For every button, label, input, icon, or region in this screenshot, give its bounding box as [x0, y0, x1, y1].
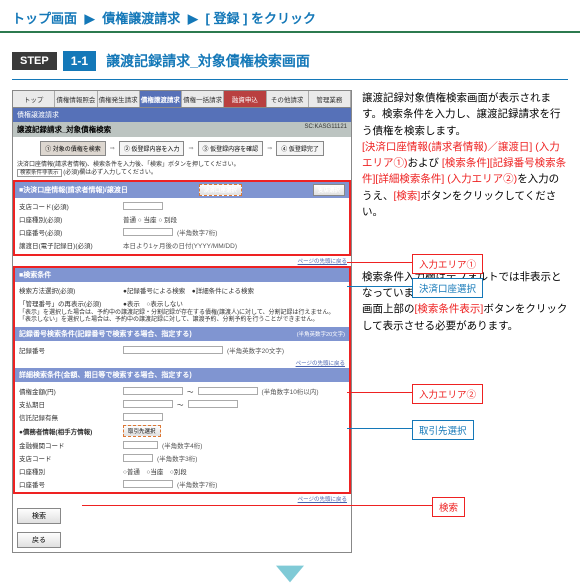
section-header: ■決済口座情報(請求者情報)/譲渡日 決済口座選択 支店選択 [15, 182, 349, 198]
arrow-icon: ▶ [85, 11, 95, 26]
chevron-icon: ⇒ [110, 145, 115, 152]
account-select-button[interactable]: 決済口座選択 [199, 184, 242, 196]
callout-area1: 入力エリア① [412, 254, 483, 274]
required-badge: 検索条件非表示 [17, 169, 62, 177]
kouza2-radio[interactable]: ○普通 ○当座 ○別段 [123, 466, 187, 476]
tab-item-active[interactable]: 債権譲渡請求 [140, 91, 182, 107]
section-header: 詳細検索条件(金額、期日等で検索する場合、指定する) [15, 368, 349, 382]
page-top-link[interactable]: ページの先頭に戻る [13, 494, 351, 504]
label-houhou: 検索方法選択(必須) [19, 285, 119, 295]
leader-line [347, 428, 412, 429]
leader-line [347, 262, 412, 263]
step-number: 1-1 [63, 51, 96, 71]
tab-item[interactable]: その他請求 [267, 91, 309, 107]
kinyu-input[interactable] [123, 441, 158, 449]
shiharai-input-2[interactable] [188, 400, 238, 408]
description-panel: 譲渡記録対象債権検索画面が表示されます。検索条件を入力し、譲渡記録請求を行う債権… [362, 90, 568, 553]
label-shiten: 支店コード(必須) [19, 201, 119, 211]
kiroku-input[interactable] [123, 346, 223, 354]
label-bangou2: 口座番号 [19, 479, 119, 489]
callout-acct: 決済口座選択 [412, 278, 483, 298]
label-kingaku: 債権金額(円) [19, 386, 119, 396]
kouza-radio[interactable]: 普通 ○ 当座 ○ 別段 [123, 214, 177, 224]
wizard-step: ① 対象の債権を検索 [40, 141, 106, 156]
kingaku-input[interactable] [123, 387, 183, 395]
desc-p1: 譲渡記録対象債権検索画面が表示されます。検索条件を入力し、譲渡記録請求を行う債権… [362, 90, 568, 220]
label-hisshu: 「管理番号」の再表示(必須) [19, 298, 119, 308]
app-tabs: トップ 債権情報照会 債権発生請求 債権譲渡請求 債権一括請求 融資申込 その他… [13, 91, 351, 108]
wizard-step: ③ 仮登録内容を確認 [198, 141, 264, 156]
chevron-icon: ⇒ [188, 145, 193, 152]
bangou2-input[interactable] [123, 480, 173, 488]
tab-item[interactable]: トップ [13, 91, 55, 107]
search-button[interactable]: 検索 [17, 508, 61, 524]
shiharai-input[interactable] [123, 400, 173, 408]
shintaku-select[interactable] [123, 413, 163, 421]
arrow-icon: ▶ [188, 11, 198, 26]
sub-section: ●債務者情報(相手方情報) [19, 426, 119, 436]
divider-green [0, 31, 580, 33]
panel-code: SC:KASG11121 [305, 124, 347, 135]
callout-area2: 入力エリア② [412, 384, 483, 404]
shiten2-input[interactable] [123, 454, 153, 462]
breadcrumb-c: [ 登録 ] をクリック [206, 11, 317, 26]
tab-item[interactable]: 債権情報照会 [55, 91, 97, 107]
label-shiten2: 支店コード [19, 453, 119, 463]
note3: 「表示」を選択した場合は、予約中の譲渡記録・分割記録が存在する債権(譲渡人)に対… [19, 310, 345, 326]
label-kouza: 口座種別(必須) [19, 214, 119, 224]
wizard-step: ④ 仮登録完了 [276, 141, 324, 156]
leader-line [347, 392, 412, 393]
step-label: STEP [12, 52, 57, 70]
breadcrumb: トップ画面 ▶ 債権譲渡請求 ▶ [ 登録 ] をクリック [0, 0, 580, 31]
back-button[interactable]: 戻る [17, 532, 61, 548]
label-kiroku: 記録番号 [19, 345, 119, 355]
panel-title-text: 譲渡記録請求_対象債権検索 [17, 124, 111, 135]
label-jouto: 譲渡日(電子記録日)(必須) [19, 240, 119, 250]
kingaku-input-2[interactable] [198, 387, 258, 395]
wizard: ① 対象の債権を検索 ⇒ ② 仮登録内容を入力 ⇒ ③ 仮登録内容を確認 ⇒ ④… [13, 137, 351, 160]
page-top-link[interactable]: ページの先頭に戻る [13, 256, 351, 266]
leader-line [347, 286, 412, 287]
breadcrumb-b: 債権譲渡請求 [102, 11, 180, 26]
sub-header: 債権譲渡請求 [13, 108, 351, 122]
tab-item[interactable]: 管理業務 [309, 91, 351, 107]
divider-blue [12, 79, 568, 80]
step-title: 譲渡記録請求_対象債権検索画面 [106, 51, 310, 71]
hisshu-radio[interactable]: ●表示 ○表示しない [123, 298, 183, 308]
chevron-icon: ⇒ [267, 145, 272, 152]
callout-torihiki: 取引先選択 [412, 420, 474, 440]
tab-item[interactable]: 債権発生請求 [98, 91, 140, 107]
panel-title: 譲渡記録請求_対象債権検索 SC:KASG11121 [13, 122, 351, 137]
label-bangou: 口座番号(必須) [19, 227, 119, 237]
houhou-radio[interactable]: ●記録番号による検索 ●詳細条件による検索 [123, 285, 254, 295]
label-shiharai: 支払期日 [19, 399, 119, 409]
breadcrumb-a: トップ画面 [12, 11, 77, 26]
shiten-input[interactable] [123, 202, 163, 210]
bangou-input[interactable] [123, 228, 173, 236]
section-header: 記録番号検索条件(記録番号で検索する場合、指定する)(半角英数字20文字) [15, 327, 349, 341]
step-header: STEP 1-1 譲渡記録請求_対象債権検索画面 [0, 51, 580, 79]
page-top-link[interactable]: ページの先頭に戻る [15, 358, 349, 368]
label-shintaku: 信託記録有無 [19, 412, 119, 422]
callout-search: 検索 [432, 497, 465, 517]
label-kouza2: 口座種別 [19, 466, 119, 476]
label-kinyu: 金融機関コード [19, 440, 119, 450]
tab-item[interactable]: 融資申込 [224, 91, 266, 107]
tab-item[interactable]: 債権一括請求 [182, 91, 224, 107]
screenshot-panel: トップ 債権情報照会 債権発生請求 債権譲渡請求 債権一括請求 融資申込 その他… [12, 90, 352, 553]
leader-line [82, 505, 432, 506]
down-arrow-icon [0, 565, 580, 586]
wizard-step: ② 仮登録内容を入力 [119, 141, 185, 156]
torihiki-select-button[interactable]: 取引先選択 [123, 425, 161, 437]
usage-note: 決済口座情報(請求者情報)、検索条件を入力後、「検索」ボタンを押してください。 … [13, 160, 351, 180]
branch-select-button[interactable]: 支店選択 [313, 184, 345, 196]
input-area-1: ■決済口座情報(請求者情報)/譲渡日 決済口座選択 支店選択 支店コード(必須)… [13, 180, 351, 256]
input-area-2: ■検索条件 検索方法選択(必須) ●記録番号による検索 ●詳細条件による検索 「管… [13, 266, 351, 495]
section-header: ■検索条件 [15, 268, 349, 282]
